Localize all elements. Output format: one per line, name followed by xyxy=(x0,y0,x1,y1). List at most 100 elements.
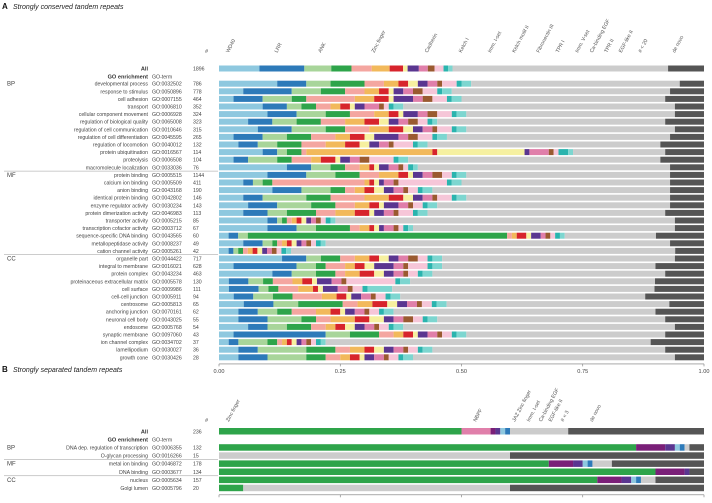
bar-segment xyxy=(262,194,307,201)
bar-segment xyxy=(335,202,355,209)
bar-segment xyxy=(330,187,346,194)
bar-segment xyxy=(352,285,363,292)
bar-segment xyxy=(592,460,612,467)
bar-segment xyxy=(374,95,389,102)
bar-segment xyxy=(398,209,413,216)
bar-segment xyxy=(248,202,278,209)
count-value: 323 xyxy=(193,120,202,126)
bar-segment xyxy=(316,217,321,224)
bar-segment xyxy=(219,293,234,300)
bar-segment xyxy=(403,194,413,201)
bar-segment xyxy=(374,323,380,330)
bar-segment xyxy=(422,202,428,209)
bar-segment xyxy=(219,301,244,308)
bar-segment xyxy=(219,103,263,110)
category-label: protein binding xyxy=(114,173,148,179)
bar-segment xyxy=(374,209,384,216)
go-term-id: GO:0030426 xyxy=(152,355,182,361)
category-label: Golgi lumen xyxy=(120,486,148,492)
bar-segment xyxy=(383,270,394,277)
go-term-id: GO:0003712 xyxy=(152,226,182,232)
bar-segment xyxy=(262,247,268,254)
bar-segment xyxy=(306,149,433,156)
bar-segment xyxy=(403,65,408,72)
bar-segment xyxy=(427,202,438,209)
count-value: 94 xyxy=(193,295,199,301)
legend-label: TPR II xyxy=(603,38,615,54)
bar-segment xyxy=(408,202,413,209)
bar-segment xyxy=(531,232,541,239)
go-term-id: GO:0032502 xyxy=(152,82,182,88)
bar-segment xyxy=(507,232,512,239)
bar-segment xyxy=(422,316,428,323)
go-term-id: GO:0009986 xyxy=(152,287,182,293)
bar-segment xyxy=(292,278,303,285)
bar-segment xyxy=(432,187,671,194)
bar-segment xyxy=(422,270,433,277)
bar-segment xyxy=(548,149,554,156)
bar-segment xyxy=(311,323,326,330)
bar-segment xyxy=(413,164,418,171)
count-value: 15 xyxy=(193,454,199,460)
bar-segment xyxy=(452,65,669,72)
bar-segment xyxy=(451,171,457,178)
bar-segment xyxy=(320,217,326,224)
go-term-id: GO:0006810 xyxy=(152,105,182,111)
bar-segment xyxy=(403,331,413,338)
bar-segment xyxy=(408,164,413,171)
bar-segment xyxy=(456,194,467,201)
bar-segment xyxy=(379,255,389,262)
bar-segment xyxy=(364,187,375,194)
bar-segment xyxy=(383,354,389,361)
bar-segment xyxy=(272,187,302,194)
bar-segment xyxy=(403,126,413,133)
go-term-id: GO:0005578 xyxy=(152,279,182,285)
bar-segment xyxy=(660,141,704,148)
bar-segment xyxy=(665,209,704,216)
count-value: 1144 xyxy=(193,173,204,179)
bar-segment xyxy=(219,202,249,209)
legend-label: EGF-like II xyxy=(618,29,635,53)
bar-segment xyxy=(526,232,532,239)
bar-segment xyxy=(291,240,297,247)
bar-segment xyxy=(398,164,404,171)
bar-segment xyxy=(267,209,287,216)
go-term-id: GO:0016266 xyxy=(152,454,182,460)
bar-segment xyxy=(466,331,666,338)
bar-segment xyxy=(267,217,278,224)
legend-label: NBPF xyxy=(473,408,485,423)
bar-segment xyxy=(354,209,370,216)
bar-segment xyxy=(529,149,549,156)
bar-segment xyxy=(228,247,234,254)
bar-segment xyxy=(282,240,287,247)
bar-segment xyxy=(286,323,312,330)
category-label: cellular component movement xyxy=(79,112,149,118)
bar-segment xyxy=(351,293,362,300)
bar-segment xyxy=(417,331,428,338)
bar-segment xyxy=(417,270,423,277)
bar-segment xyxy=(302,278,313,285)
bar-segment xyxy=(340,103,350,110)
go-term-id: GO:0005215 xyxy=(152,219,182,225)
count-value: 43 xyxy=(193,333,199,339)
bar-segment xyxy=(374,179,380,186)
bar-segment xyxy=(345,126,370,133)
bar-segment xyxy=(674,255,704,262)
bar-segment xyxy=(550,232,556,239)
bar-segment xyxy=(228,232,239,239)
bar-segment xyxy=(306,95,355,102)
bar-segment xyxy=(413,126,423,133)
category-label: anchoring junction xyxy=(106,310,148,316)
bar-segment xyxy=(670,240,704,247)
count-value: 114 xyxy=(193,150,201,156)
category-label: cation channel activity xyxy=(97,249,148,255)
bar-segment xyxy=(500,428,506,435)
bar-segment xyxy=(316,278,332,285)
bar-segment xyxy=(273,301,299,308)
bar-segment xyxy=(451,88,671,95)
bar-segment xyxy=(316,209,336,216)
bar-segment xyxy=(679,444,685,451)
panel-label: A xyxy=(2,2,8,11)
category-label: synaptic membrane xyxy=(103,333,148,339)
count-value: 60 xyxy=(193,234,199,240)
